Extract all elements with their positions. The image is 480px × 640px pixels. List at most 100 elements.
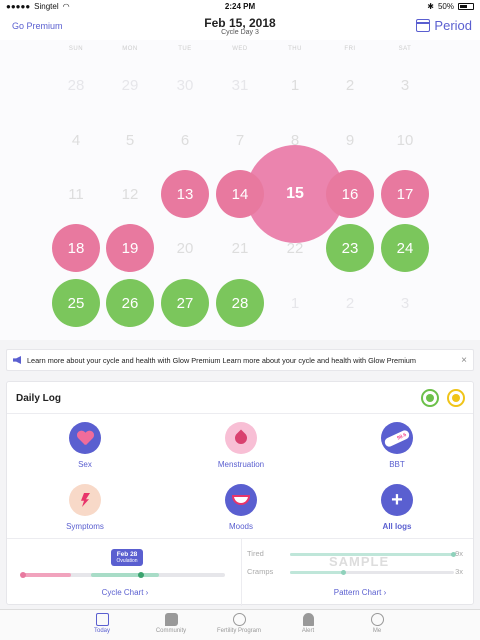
- weekday-label: MON: [122, 46, 138, 52]
- wifi-icon: ◠: [62, 1, 70, 11]
- divider: [7, 538, 473, 539]
- calendar-day[interactable]: 29: [121, 76, 139, 94]
- thermometer-icon: 98.6: [381, 422, 413, 454]
- tab-label: Fertility Program: [216, 628, 261, 634]
- calendar-day[interactable]: 18: [52, 224, 100, 272]
- avatar-icon: [370, 613, 384, 626]
- calendar-day[interactable]: 5: [125, 131, 135, 149]
- log-label: Menstruation: [217, 460, 265, 469]
- calendar-day[interactable]: 3: [400, 76, 410, 94]
- pattern-bar-fill: [290, 553, 454, 556]
- battery-percent: 50%: [437, 1, 454, 11]
- period-button-label: Period: [434, 18, 472, 33]
- cycle-chart-link[interactable]: Cycle Chart ›: [101, 588, 149, 597]
- calendar-day[interactable]: 20: [176, 239, 194, 257]
- calendar-day[interactable]: 12: [121, 185, 139, 203]
- close-icon[interactable]: ×: [461, 354, 467, 366]
- cycle-day-label: Cycle Day 3: [221, 29, 259, 36]
- calendar-day[interactable]: 2: [345, 294, 355, 312]
- log-bbt-button[interactable]: 98.6 BBT: [352, 422, 442, 469]
- calendar-day[interactable]: 8: [290, 131, 300, 149]
- health-status-icon[interactable]: [421, 389, 439, 407]
- log-label: BBT: [389, 460, 405, 469]
- tab-community[interactable]: Community: [131, 613, 211, 634]
- calendar-day[interactable]: 7: [235, 131, 245, 149]
- bluetooth-icon: ✱: [427, 1, 434, 11]
- calendar-day[interactable]: 26: [106, 279, 154, 327]
- divider: [241, 538, 242, 606]
- calendar-day[interactable]: 28: [216, 279, 264, 327]
- weekday-label: SAT: [398, 46, 412, 52]
- calendar-day[interactable]: 22: [286, 239, 304, 257]
- log-symptoms-button[interactable]: Symptoms: [40, 484, 130, 531]
- pattern-row-value: 9x: [455, 549, 463, 558]
- page-title: Feb 15, 2018: [204, 16, 276, 30]
- ovulation-marker: [138, 572, 144, 578]
- tab-bar: Today Community Fertility Program Alert …: [0, 609, 480, 640]
- weekday-label: TUE: [178, 46, 192, 52]
- plus-icon: +: [381, 484, 413, 516]
- calendar-day[interactable]: 31: [231, 76, 249, 94]
- tab-me[interactable]: Me: [337, 613, 417, 634]
- cycle-track: [20, 572, 225, 578]
- calendar-day[interactable]: 23: [326, 224, 374, 272]
- bolt-icon: [69, 484, 101, 516]
- log-moods-button[interactable]: Moods: [196, 484, 286, 531]
- tab-today[interactable]: Today: [62, 613, 142, 634]
- log-label: Sex: [78, 460, 92, 469]
- daily-log-card: Daily Log Sex Menstruation 98.6 BBT Symp…: [6, 381, 474, 606]
- calendar-day[interactable]: 21: [231, 239, 249, 257]
- calendar-day[interactable]: 11: [68, 185, 84, 203]
- fertile-segment: [91, 573, 159, 577]
- calendar-day[interactable]: 3: [400, 294, 410, 312]
- speaker-icon: [13, 356, 21, 364]
- calendar-day[interactable]: 15: [286, 185, 304, 202]
- log-sex-button[interactable]: Sex: [40, 422, 130, 469]
- calendar-day[interactable]: 10: [396, 131, 414, 149]
- calendar-day[interactable]: 13: [161, 170, 209, 218]
- premium-banner[interactable]: Learn more about your cycle and health w…: [6, 349, 474, 371]
- calendar-day[interactable]: 30: [176, 76, 194, 94]
- pattern-chart-link[interactable]: Pattern Chart ›: [333, 588, 387, 597]
- tab-fertility-program[interactable]: Fertility Program: [199, 613, 279, 634]
- tab-label: Today: [93, 628, 110, 634]
- calendar-icon: [416, 19, 431, 32]
- sample-watermark: SAMPLE: [329, 554, 390, 569]
- insight-icon[interactable]: [447, 389, 465, 407]
- tab-label: Community: [155, 628, 187, 634]
- calendar-day[interactable]: 4: [71, 131, 81, 149]
- tooltip-date: Feb 28: [116, 551, 138, 558]
- period-button[interactable]: Period: [416, 18, 472, 33]
- weekday-label: FRI: [344, 46, 356, 52]
- calendar-day[interactable]: 17: [381, 170, 429, 218]
- mouth-icon: [225, 484, 257, 516]
- tab-alert[interactable]: Alert: [268, 613, 348, 634]
- calendar-day[interactable]: 1: [290, 294, 300, 312]
- calendar-day[interactable]: 27: [161, 279, 209, 327]
- calendar-day[interactable]: 2: [345, 76, 355, 94]
- log-menstruation-button[interactable]: Menstruation: [196, 422, 286, 469]
- pattern-row-label: Cramps: [247, 567, 274, 576]
- battery-icon: [458, 2, 474, 10]
- calendar-day[interactable]: 19: [106, 224, 154, 272]
- calendar-day[interactable]: 1: [290, 76, 300, 94]
- calendar-day[interactable]: 9: [345, 131, 355, 149]
- go-premium-link[interactable]: Go Premium: [12, 21, 63, 31]
- weekday-label: SUN: [68, 46, 84, 52]
- drop-icon: [225, 422, 257, 454]
- bell-icon: [302, 613, 314, 626]
- tab-label: Me: [372, 628, 382, 634]
- calendar-day[interactable]: 24: [381, 224, 429, 272]
- app-header: Go Premium Feb 15, 2018 Cycle Day 3 Peri…: [0, 12, 480, 40]
- calendar-day[interactable]: 16: [326, 170, 374, 218]
- calendar-day[interactable]: 14: [216, 170, 264, 218]
- calendar-icon: [95, 613, 109, 626]
- calendar-grid: SUN MON TUE WED THU FRI SAT 28 29 30 31 1 2 3 4 5 6 7 8 9 10…: [0, 40, 480, 340]
- chat-bubble-icon: [164, 613, 178, 626]
- calendar-day[interactable]: 25: [52, 279, 100, 327]
- calendar-day[interactable]: 6: [180, 131, 190, 149]
- status-time: 2:24 PM: [224, 1, 256, 11]
- calendar-day[interactable]: 28: [67, 76, 85, 94]
- daily-log-title: Daily Log: [16, 393, 62, 404]
- all-logs-button[interactable]: + All logs: [352, 484, 442, 531]
